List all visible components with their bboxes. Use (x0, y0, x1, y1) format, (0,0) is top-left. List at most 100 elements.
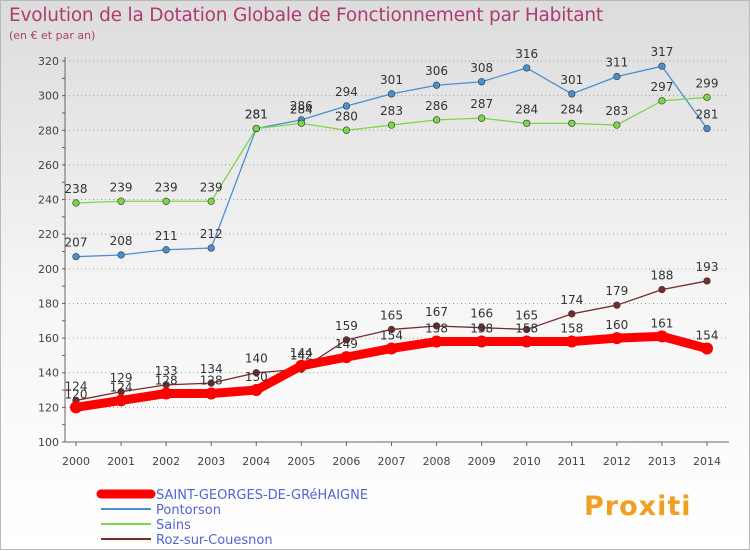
legend-label: SAINT-GEORGES-DE-GRéHAIGNE (156, 488, 368, 503)
data-point (565, 335, 578, 348)
y-tick-label: 280 (38, 124, 59, 137)
data-label: 284 (515, 102, 538, 116)
data-point (342, 126, 351, 134)
x-tick-label: 2000 (62, 455, 90, 468)
x-tick-label: 2003 (197, 455, 225, 468)
data-label: 239 (200, 180, 223, 194)
data-point (613, 72, 621, 81)
y-tick-label: 300 (38, 90, 59, 103)
data-label: 297 (650, 80, 673, 94)
data-label: 294 (335, 85, 358, 99)
chart-title: Evolution de la Dotation Globale de Fonc… (9, 5, 603, 26)
data-label: 280 (335, 109, 358, 123)
data-point (475, 335, 488, 348)
data-point (387, 325, 396, 334)
data-point (478, 78, 486, 86)
data-point (610, 332, 623, 345)
data-label: 287 (470, 97, 493, 111)
data-label: 316 (515, 47, 538, 61)
data-label: 299 (696, 76, 719, 90)
data-label: 165 (515, 308, 538, 322)
data-point (432, 322, 441, 330)
data-point (72, 253, 80, 261)
data-point (162, 246, 170, 254)
data-point (478, 114, 486, 122)
data-point (115, 394, 128, 407)
x-tick-label: 2007 (378, 455, 406, 468)
data-label: 149 (335, 337, 358, 351)
data-label: 129 (110, 371, 133, 385)
axes: 100 120 140 160 180 200 220 240 260 280 300 320 2000… (38, 55, 729, 468)
data-label: 158 (515, 322, 538, 336)
data-label: 281 (696, 108, 719, 122)
data-label: 179 (605, 284, 628, 298)
data-point (72, 199, 80, 207)
x-tick-label: 2008 (423, 455, 451, 468)
data-point (387, 90, 396, 98)
data-point (160, 387, 173, 400)
data-point (207, 379, 215, 387)
data-label: 124 (110, 380, 133, 394)
x-tick-label: 2012 (603, 455, 631, 468)
data-label: 286 (290, 99, 313, 113)
series-lines (70, 62, 713, 414)
data-label: 193 (696, 260, 719, 274)
data-point (295, 359, 308, 372)
data-label: 286 (425, 99, 448, 113)
x-tick-label: 2004 (242, 455, 270, 468)
data-point (568, 119, 576, 127)
data-point (340, 351, 353, 364)
data-point (703, 93, 711, 101)
x-tick-label: 2009 (468, 455, 496, 468)
data-label: 281 (245, 108, 268, 122)
data-label: 133 (155, 364, 178, 378)
data-point (658, 286, 666, 294)
data-label: 301 (560, 73, 583, 87)
data-label: 158 (470, 322, 493, 336)
data-point (385, 342, 398, 355)
y-tick-label: 200 (38, 263, 59, 276)
legend: SAINT-GEORGES-DE-GRéHAIGNEPontorsonSains… (96, 488, 368, 548)
data-label: 207 (65, 236, 88, 250)
data-label: 120 (65, 387, 88, 401)
x-tick-label: 2006 (332, 455, 360, 468)
x-tick-label: 2013 (648, 455, 676, 468)
data-label: 283 (380, 104, 403, 118)
y-tick-label: 320 (38, 55, 59, 68)
data-label: 174 (560, 293, 583, 307)
data-point (703, 277, 711, 285)
data-label: 211 (155, 229, 178, 243)
data-point (568, 90, 576, 98)
data-label: 130 (245, 370, 268, 384)
data-label: 154 (380, 328, 403, 342)
data-point (478, 324, 486, 332)
x-tick-label: 2005 (287, 455, 315, 468)
data-label: 167 (425, 305, 448, 319)
data-point (162, 197, 170, 205)
data-label: 301 (380, 73, 403, 87)
data-point (297, 119, 305, 127)
data-label: 239 (110, 180, 133, 194)
data-point (568, 310, 576, 318)
data-point (613, 301, 621, 309)
data-label: 281 (245, 108, 268, 122)
data-label: 208 (110, 234, 133, 248)
y-tick-label: 220 (38, 228, 59, 241)
data-point (117, 251, 125, 259)
data-point (432, 116, 441, 124)
data-point (250, 384, 263, 397)
data-label: 306 (425, 64, 448, 78)
data-label: 144 (290, 346, 313, 360)
data-point (701, 342, 713, 355)
data-point (342, 336, 351, 344)
y-tick-label: 160 (38, 332, 59, 345)
data-point (523, 325, 531, 334)
data-label: 188 (650, 269, 673, 283)
data-label: 311 (605, 56, 628, 70)
y-tick-label: 240 (38, 194, 59, 207)
data-point (613, 121, 621, 129)
data-label: 140 (245, 352, 268, 366)
data-label: 124 (65, 379, 88, 393)
